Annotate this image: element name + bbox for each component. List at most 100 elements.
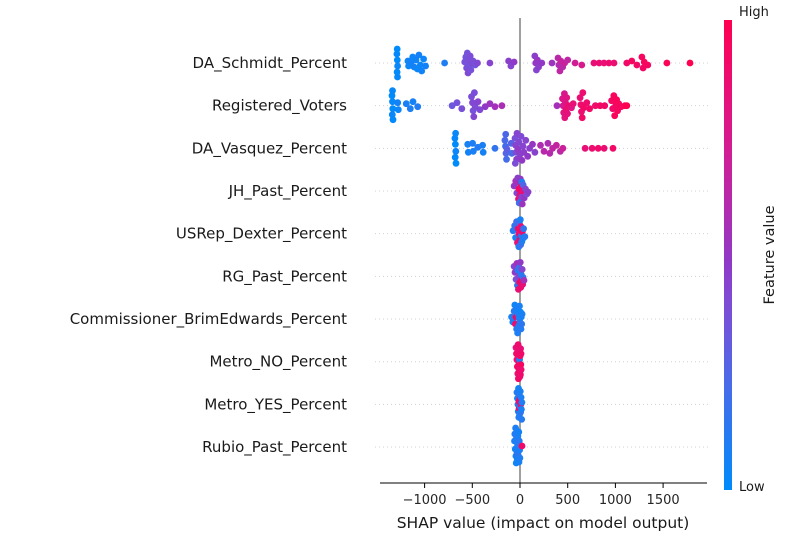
- shap-point: [476, 106, 484, 114]
- shap-point: [663, 59, 671, 67]
- shap-point: [503, 155, 510, 163]
- shap-point: [420, 55, 427, 63]
- shap-point: [515, 428, 523, 436]
- shap-point: [605, 59, 613, 67]
- shap-point: [498, 102, 506, 110]
- feature-label-da_schmidt_percent: DA_Schmidt_Percent: [193, 54, 348, 73]
- shap-point: [517, 350, 525, 358]
- shap-point: [393, 50, 401, 58]
- shap-point: [393, 68, 401, 76]
- x-tick-label: −500: [454, 493, 490, 508]
- shap-point: [415, 51, 423, 59]
- shap-point: [540, 147, 548, 155]
- shap-point: [470, 113, 478, 121]
- shap-point: [623, 102, 631, 110]
- shap-point: [601, 102, 609, 110]
- shap-point: [576, 94, 584, 102]
- shap-point: [394, 73, 401, 81]
- x-tick-label: 0: [516, 493, 524, 508]
- shap-point: [409, 98, 417, 106]
- feature-label-usrep_dexter_percent: USRep_Dexter_Percent: [176, 225, 347, 244]
- shap-point: [564, 56, 572, 64]
- shap-point: [611, 112, 619, 120]
- shap-point: [518, 266, 526, 273]
- colorbar-low-label: Low: [739, 480, 765, 495]
- shap-point: [578, 61, 586, 69]
- shap-point: [564, 110, 571, 118]
- x-tick-label: 1500: [647, 493, 680, 508]
- shap-point: [452, 140, 459, 148]
- shap-point: [628, 57, 636, 65]
- x-tick-label: 1000: [599, 493, 632, 508]
- shap-point: [501, 136, 509, 144]
- shap-point: [471, 89, 478, 97]
- shap-point: [474, 59, 481, 67]
- shap-point: [518, 310, 526, 318]
- shap-point: [416, 61, 424, 69]
- feature-label-metro_no_percent: Metro_NO_Percent: [209, 353, 347, 372]
- feature-label-da_vasquez_percent: DA_Vasquez_Percent: [192, 139, 347, 158]
- x-axis-title: SHAP value (impact on model output): [397, 514, 690, 532]
- shap-point: [466, 52, 474, 60]
- shap-point: [519, 142, 527, 150]
- shap-point: [503, 145, 511, 153]
- shap-point: [581, 144, 589, 152]
- colorbar-gradient: [724, 20, 732, 490]
- shap-point: [600, 144, 608, 152]
- shap-point: [502, 130, 510, 138]
- shap-point: [402, 100, 410, 108]
- shap-point: [521, 233, 529, 241]
- shap-point: [510, 58, 518, 66]
- shap-point: [517, 394, 525, 401]
- shap-point: [389, 98, 396, 106]
- shap-point: [394, 106, 402, 114]
- shap-point: [516, 388, 524, 395]
- shap-point: [388, 92, 396, 100]
- shap-point: [595, 59, 603, 67]
- shap-point: [516, 302, 523, 310]
- shap-point: [520, 277, 528, 284]
- shap-point: [394, 62, 401, 70]
- shap-point: [517, 361, 525, 369]
- shap-point: [517, 345, 524, 353]
- shap-point: [579, 89, 587, 97]
- shap-point: [559, 144, 567, 152]
- shap-point: [548, 59, 556, 67]
- shap-point: [590, 59, 598, 67]
- shap-point: [578, 114, 586, 122]
- shap-point: [451, 134, 459, 142]
- shap-point: [592, 102, 599, 110]
- shap-point: [529, 140, 536, 148]
- shap-point: [393, 56, 401, 64]
- shap-point: [412, 56, 420, 64]
- x-axis: −1000 −500 0 500 1000 1500: [380, 482, 707, 508]
- shap-point: [518, 406, 525, 413]
- shap-point: [441, 59, 448, 67]
- shap-point: [491, 144, 499, 152]
- shap-point: [452, 147, 460, 155]
- shap-point: [517, 325, 525, 333]
- shap-point: [491, 103, 499, 111]
- shap-point: [452, 129, 459, 137]
- feature-label-jh_past_percent: JH_Past_Percent: [228, 182, 348, 201]
- shap-point: [518, 416, 526, 423]
- feature-labels: DA_Schmidt_Percent Registered_Voters DA_Va…: [70, 54, 347, 457]
- feature-label-rg_past_percent: RG_Past_Percent: [222, 267, 347, 286]
- shap-point: [453, 99, 461, 107]
- shap-point: [517, 371, 524, 379]
- shap-point: [479, 141, 486, 149]
- shap-point: [633, 61, 641, 69]
- shap-point: [600, 59, 608, 67]
- shap-point: [393, 45, 401, 53]
- x-tick-label: 500: [555, 493, 580, 508]
- gridlines: [375, 62, 708, 448]
- shap-point: [467, 66, 475, 74]
- shap-point: [524, 152, 532, 160]
- shap-point: [469, 147, 477, 155]
- shap-point: [522, 136, 530, 144]
- feature-label-registered_voters: Registered_Voters: [212, 97, 347, 116]
- data-points: [388, 45, 694, 467]
- shap-point: [479, 148, 487, 156]
